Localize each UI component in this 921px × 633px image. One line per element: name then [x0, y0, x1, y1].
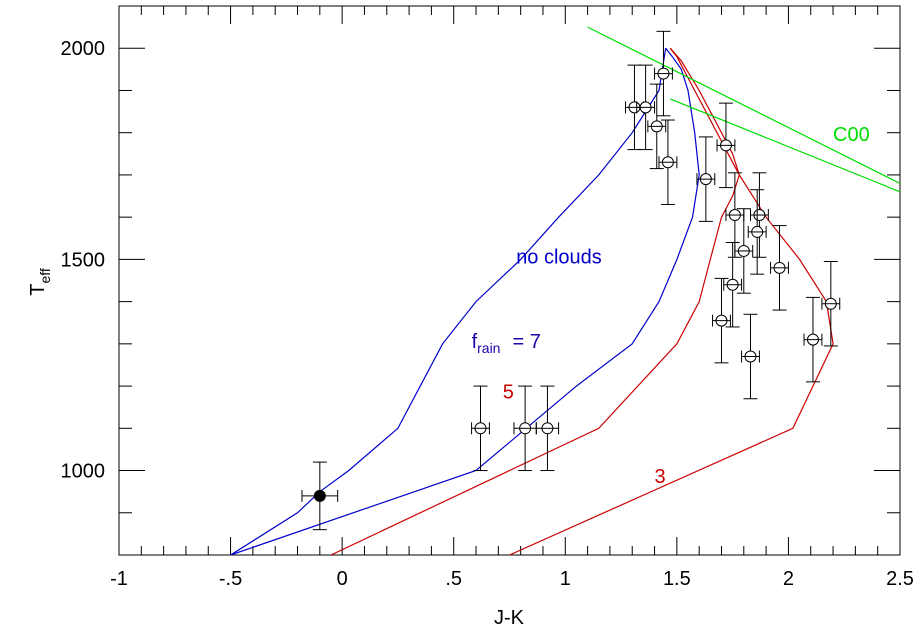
- data-point: [712, 277, 731, 364]
- data-point: [636, 64, 656, 151]
- y-tick-label: 1500: [61, 249, 106, 271]
- series-line: [230, 48, 667, 555]
- data-point: [471, 385, 490, 472]
- data-point: [821, 260, 841, 347]
- series-line: [509, 47, 834, 555]
- series-line: [587, 26, 900, 184]
- series-line: [330, 47, 740, 555]
- curve-annotation: frain = 7: [472, 331, 541, 356]
- x-tick-label: 0: [337, 568, 348, 590]
- y-tick-label: 2000: [61, 38, 106, 60]
- data-points: [301, 30, 841, 531]
- data-point: [747, 189, 767, 275]
- data-point: [749, 172, 769, 258]
- y-tick-label: 1000: [61, 461, 106, 483]
- curve-annotation: C00: [833, 124, 870, 146]
- data-point: [625, 64, 644, 151]
- data-point: [301, 461, 339, 531]
- plot-frame: [118, 5, 901, 556]
- point-marker-filled: [313, 489, 326, 502]
- x-tick-label: 1: [560, 568, 571, 590]
- data-point: [535, 385, 560, 472]
- data-point: [803, 296, 823, 383]
- x-tick-label: 2.5: [886, 568, 914, 590]
- data-point: [734, 208, 754, 294]
- x-tick-label: -.5: [219, 568, 242, 590]
- data-point: [696, 136, 716, 222]
- series-line: [230, 47, 700, 555]
- curve-annotation: 3: [655, 466, 666, 488]
- data-point: [658, 119, 678, 205]
- data-point: [654, 30, 673, 117]
- data-point: [725, 172, 745, 258]
- y-axis-label-sub: eff: [37, 268, 53, 283]
- data-point: [770, 225, 789, 311]
- y-axis-label: Teff: [27, 268, 53, 296]
- series-line: [669, 98, 900, 193]
- curve-annotation: no clouds: [516, 247, 602, 269]
- tick-labels: -1 -.5 0 .5 1 1.5 2 2.5 1000 1500 2000: [61, 38, 914, 590]
- x-tick-label: -1: [110, 568, 128, 590]
- x-tick-label: 1.5: [663, 568, 691, 590]
- y-axis-label-main: T: [27, 284, 49, 296]
- data-point: [723, 241, 743, 328]
- data-point: [741, 313, 760, 400]
- data-point: [716, 102, 736, 189]
- x-axis-label: J-K: [494, 607, 525, 629]
- axis-ticks: [118, 5, 901, 556]
- data-point: [647, 83, 667, 170]
- curve-annotation: 5: [503, 382, 514, 404]
- annotations: no clouds frain = 7 5 3 C00: [472, 124, 870, 488]
- model-curves: [230, 26, 900, 555]
- x-tick-label: .5: [445, 568, 462, 590]
- data-point: [513, 385, 537, 472]
- x-tick-label: 2: [783, 568, 794, 590]
